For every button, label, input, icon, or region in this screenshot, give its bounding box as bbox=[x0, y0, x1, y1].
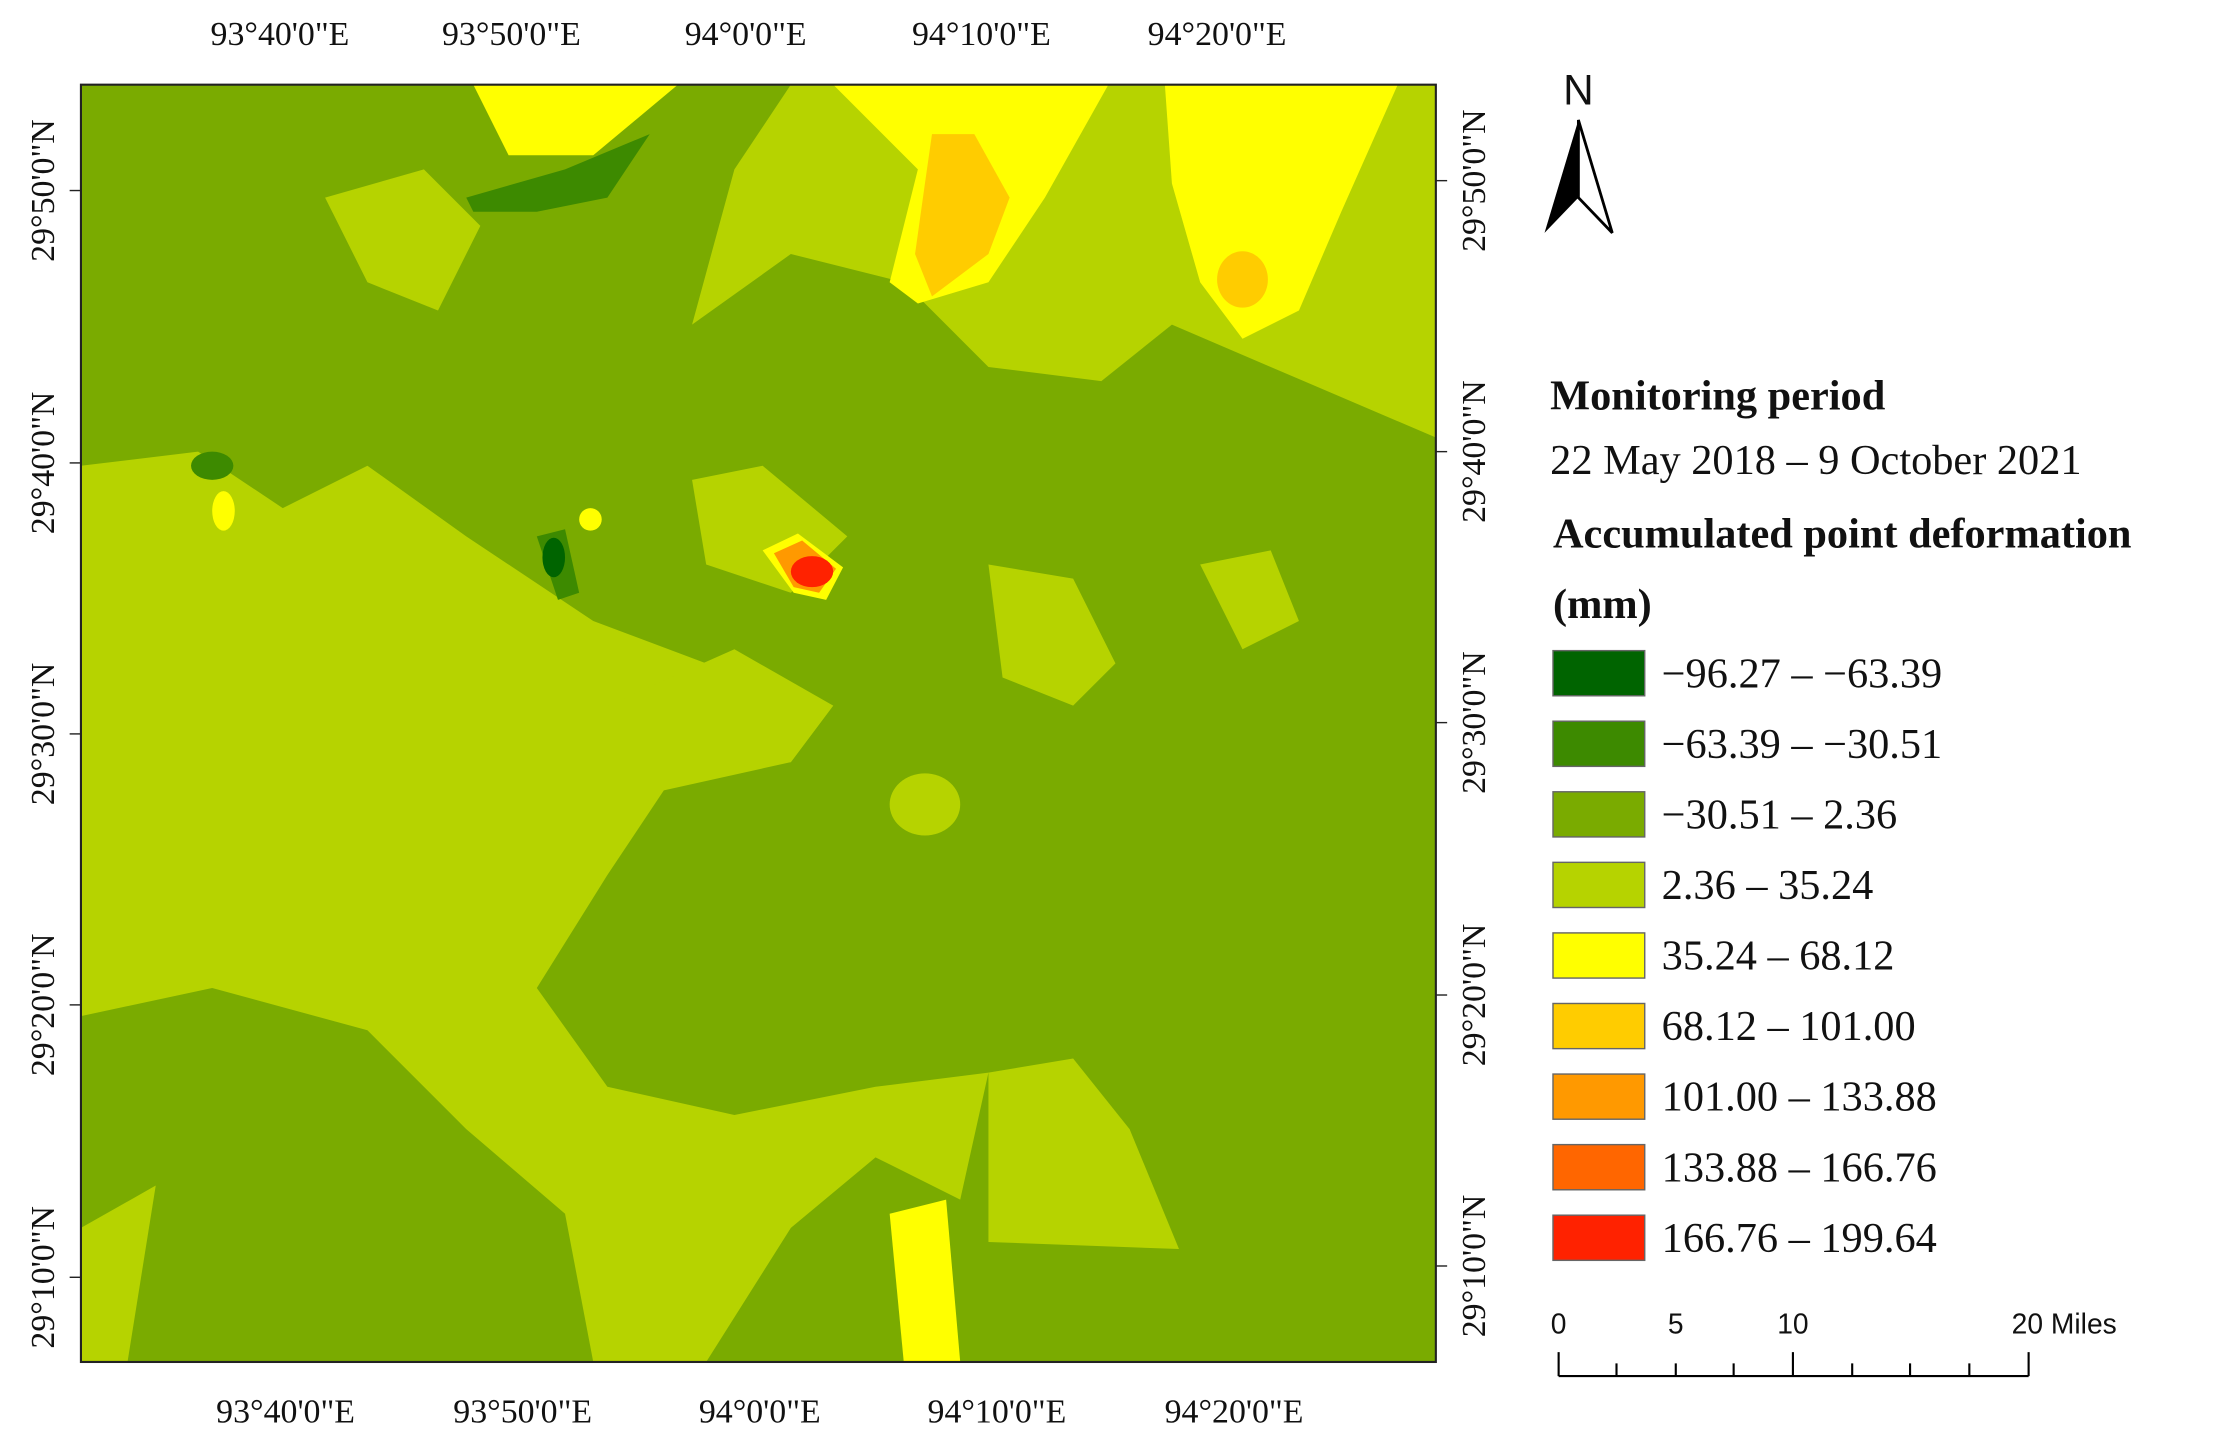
scale-label: 0 bbox=[1551, 1308, 1567, 1340]
left-coordinate-label: 29°30'0"N bbox=[25, 663, 62, 806]
legend-label: 2.36 – 35.24 bbox=[1662, 862, 1874, 909]
top-coordinate-label: 94°10'0"E bbox=[912, 16, 1051, 53]
top-coordinate-label: 93°50'0"E bbox=[442, 16, 581, 53]
north-arrow: N bbox=[1544, 66, 1614, 234]
right-coordinate-label: 29°50'0"N bbox=[1456, 109, 1493, 252]
legend-label: 133.88 – 166.76 bbox=[1662, 1144, 1937, 1191]
legend-label: 68.12 – 101.00 bbox=[1662, 1003, 1916, 1050]
left-coordinate-label: 29°10'0"N bbox=[25, 1206, 62, 1349]
legend-swatch bbox=[1552, 720, 1646, 768]
legend-swatch bbox=[1552, 1002, 1646, 1050]
top-coordinate-label: 94°20'0"E bbox=[1148, 16, 1287, 53]
legend-unit: (mm) bbox=[1553, 581, 1652, 628]
legend-label: −96.27 – −63.39 bbox=[1662, 650, 1943, 697]
right-coordinate-label: 29°30'0"N bbox=[1456, 651, 1493, 794]
north-label: N bbox=[1563, 66, 1594, 113]
top-coordinate-label: 94°0'0"E bbox=[685, 16, 807, 53]
bottom-coordinate-label: 94°0'0"E bbox=[699, 1394, 821, 1431]
right-coordinate-label: 29°10'0"N bbox=[1456, 1195, 1493, 1338]
scale-label: 20 Miles bbox=[2012, 1308, 2117, 1340]
scale-label: 5 bbox=[1668, 1308, 1684, 1340]
legend-title: Accumulated point deformation bbox=[1553, 511, 2131, 558]
legend-swatch bbox=[1552, 1143, 1646, 1191]
legend-swatch bbox=[1552, 649, 1646, 697]
legend-label: 166.76 – 199.64 bbox=[1662, 1215, 1937, 1262]
bottom-coordinate-label: 93°40'0"E bbox=[216, 1394, 355, 1431]
bottom-coordinate-label: 94°20'0"E bbox=[1165, 1394, 1304, 1431]
legend-period: 22 May 2018 – 9 October 2021 bbox=[1550, 437, 2081, 484]
left-coordinate-label: 29°20'0"N bbox=[25, 934, 62, 1077]
legend-period-title: Monitoring period bbox=[1550, 372, 1886, 419]
left-coordinate-label: 29°40'0"N bbox=[25, 392, 62, 535]
legend-swatch bbox=[1552, 1214, 1646, 1262]
left-coordinate-label: 29°50'0"N bbox=[25, 119, 62, 262]
legend-swatch bbox=[1552, 861, 1646, 909]
top-coordinate-label: 93°40'0"E bbox=[211, 16, 350, 53]
bottom-coordinate-label: 93°50'0"E bbox=[453, 1394, 592, 1431]
legend-label: 35.24 – 68.12 bbox=[1662, 933, 1895, 980]
legend-label: −63.39 – −30.51 bbox=[1662, 721, 1943, 768]
scale-bar bbox=[1557, 1352, 2030, 1378]
legend-swatch bbox=[1552, 791, 1646, 838]
deformation-map bbox=[80, 84, 1436, 1362]
legend-swatch bbox=[1552, 932, 1646, 979]
legend-label: −30.51 – 2.36 bbox=[1662, 791, 1898, 838]
legend-swatch bbox=[1552, 1073, 1646, 1120]
bottom-coordinate-label: 94°10'0"E bbox=[928, 1394, 1067, 1431]
legend-label: 101.00 – 133.88 bbox=[1662, 1074, 1937, 1121]
scale-label: 10 bbox=[1777, 1308, 1808, 1340]
right-coordinate-label: 29°40'0"N bbox=[1456, 380, 1493, 523]
right-coordinate-label: 29°20'0"N bbox=[1456, 924, 1493, 1067]
